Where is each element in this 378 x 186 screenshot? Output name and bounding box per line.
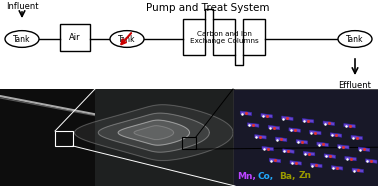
Text: Co,: Co,: [258, 171, 274, 180]
Polygon shape: [255, 134, 266, 139]
Polygon shape: [338, 145, 349, 149]
Circle shape: [5, 31, 39, 47]
Polygon shape: [74, 105, 233, 161]
Text: Ba,: Ba,: [279, 171, 295, 180]
Polygon shape: [296, 140, 308, 144]
Text: Pump and Treat System: Pump and Treat System: [146, 3, 270, 13]
Bar: [55, 131, 73, 146]
Polygon shape: [310, 130, 321, 135]
Polygon shape: [344, 124, 355, 128]
Text: Effluent: Effluent: [339, 81, 372, 90]
Bar: [0, 89, 200, 186]
Text: Carbon and Ion
Exchange Columns: Carbon and Ion Exchange Columns: [190, 31, 259, 44]
Polygon shape: [290, 161, 301, 165]
Text: Air: Air: [69, 33, 81, 42]
Polygon shape: [261, 113, 273, 118]
Polygon shape: [345, 156, 356, 161]
Bar: [183, 19, 205, 55]
Polygon shape: [317, 142, 328, 147]
Polygon shape: [118, 120, 189, 145]
Polygon shape: [289, 128, 301, 132]
Polygon shape: [311, 163, 322, 168]
Polygon shape: [304, 151, 315, 156]
Circle shape: [338, 31, 372, 47]
Bar: [233, 89, 378, 186]
Text: Zn: Zn: [299, 171, 312, 180]
Polygon shape: [323, 121, 335, 126]
Polygon shape: [351, 135, 363, 140]
Text: Influent: Influent: [6, 2, 38, 11]
Polygon shape: [330, 133, 342, 137]
Polygon shape: [276, 137, 287, 142]
Polygon shape: [240, 111, 252, 116]
Polygon shape: [268, 125, 280, 130]
Polygon shape: [262, 146, 273, 151]
Polygon shape: [282, 116, 293, 121]
Bar: [95, 89, 235, 186]
Text: Tank: Tank: [13, 34, 31, 44]
Text: Tank: Tank: [346, 34, 364, 44]
Bar: [182, 137, 196, 149]
Polygon shape: [358, 147, 370, 152]
Polygon shape: [302, 118, 314, 123]
Polygon shape: [248, 123, 259, 127]
Polygon shape: [332, 166, 343, 170]
Bar: [213, 19, 235, 55]
Bar: [60, 24, 90, 51]
Polygon shape: [352, 168, 364, 173]
Polygon shape: [134, 126, 174, 140]
Polygon shape: [269, 158, 280, 163]
Polygon shape: [283, 149, 294, 153]
Polygon shape: [324, 154, 336, 158]
Circle shape: [110, 31, 144, 47]
Text: Mn,: Mn,: [237, 171, 256, 180]
Bar: [243, 19, 265, 55]
Text: Tank: Tank: [118, 34, 136, 44]
Polygon shape: [366, 159, 377, 163]
Polygon shape: [98, 113, 209, 152]
